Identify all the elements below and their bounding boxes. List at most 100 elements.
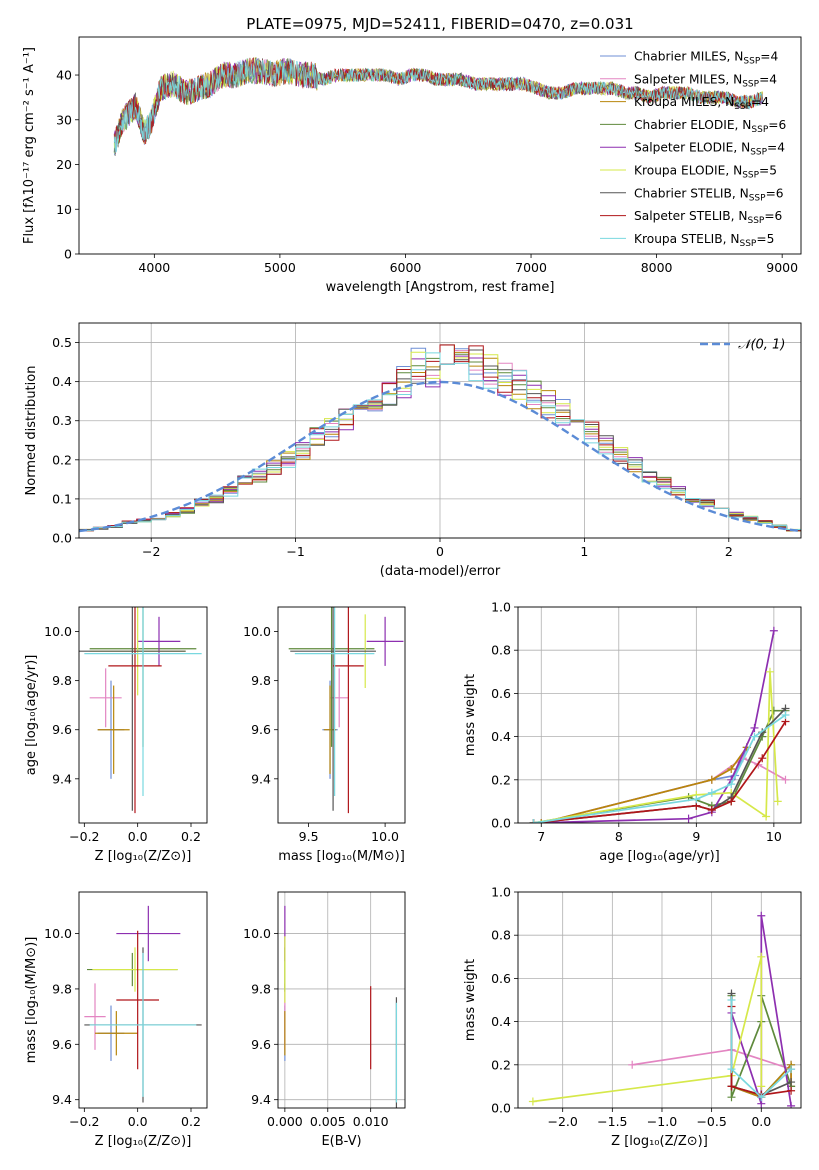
x-axis-label: E(B-V) bbox=[321, 1134, 361, 1149]
gaussian-curve bbox=[79, 380, 801, 533]
legend-sub: SSP bbox=[750, 148, 767, 158]
data-point-marker bbox=[727, 780, 736, 789]
x-tick-label: 7000 bbox=[515, 260, 547, 275]
x-tick-label: 9.5 bbox=[299, 829, 319, 844]
y-tick-label: 9.4 bbox=[251, 1092, 271, 1107]
x-tick-label: 0.0 bbox=[128, 1114, 148, 1129]
x-tick-label: 10 bbox=[766, 829, 782, 844]
data-point-marker bbox=[781, 711, 790, 719]
y-tick-label: 0.6 bbox=[491, 686, 511, 701]
y-tick-label: 0.0 bbox=[491, 1101, 511, 1116]
legend-name: Salpeter STELIB, N bbox=[634, 209, 747, 223]
axes-frame bbox=[78, 606, 208, 824]
legend-eq: =4 bbox=[751, 95, 769, 109]
y-tick-label: 40 bbox=[56, 68, 72, 83]
axes-age-vs-Z: −0.2 0.0 0.2 9.4 9.6 9.8 10.0 Z [log₁₀(Z/Z⊙)] ag… bbox=[24, 606, 208, 864]
data-point-marker bbox=[528, 1097, 537, 1106]
y-tick-label: 10.0 bbox=[243, 624, 271, 639]
y-tick-label: 9.4 bbox=[52, 1092, 72, 1107]
data-point-marker bbox=[727, 765, 736, 773]
axes-frame bbox=[277, 891, 406, 1109]
x-tick-label: 0.000 bbox=[267, 1114, 303, 1129]
x-axis-label: Z [log₁₀(Z/Z⊙)] bbox=[95, 1134, 192, 1149]
y-tick-label: 0.2 bbox=[491, 1057, 511, 1072]
x-tick-label: 8 bbox=[615, 829, 623, 844]
legend-name: Kroupa ELODIE, N bbox=[634, 164, 742, 178]
y-tick-label: 0.0 bbox=[52, 531, 72, 546]
x-axis-label: mass [log₁₀(M/M⊙)] bbox=[278, 849, 405, 864]
data-point-marker bbox=[757, 952, 766, 961]
y-tick-label: 0.2 bbox=[491, 772, 511, 787]
y-tick-label: 10.0 bbox=[44, 624, 72, 639]
y-tick-label: 0.5 bbox=[52, 335, 72, 350]
data-point-marker bbox=[787, 1078, 796, 1087]
mass-weight-line bbox=[533, 671, 779, 823]
y-tick-label: 0 bbox=[64, 247, 72, 262]
legend-name: Kroupa STELIB, N bbox=[634, 232, 740, 246]
data-point-marker bbox=[757, 1082, 766, 1091]
y-tick-label: 9.4 bbox=[251, 771, 271, 786]
x-tick-label: −0.2 bbox=[69, 1114, 99, 1129]
legend-sub: SSP bbox=[742, 171, 759, 181]
x-tick-label: 10.0 bbox=[371, 829, 399, 844]
x-tick-label: 0.010 bbox=[353, 1114, 389, 1129]
x-axis-label: Z [log₁₀(Z/Z⊙)] bbox=[611, 1134, 708, 1149]
x-tick-label: 0.005 bbox=[310, 1114, 346, 1129]
axes-frame bbox=[78, 891, 208, 1109]
data-point-marker bbox=[692, 795, 701, 804]
y-tick-label: 9.8 bbox=[52, 673, 72, 688]
plot-area bbox=[284, 905, 398, 1108]
y-tick-label: 9.8 bbox=[251, 673, 271, 688]
x-tick-label: 8000 bbox=[641, 260, 673, 275]
axes-mass-vs-Z: −0.2 0.0 0.2 9.4 9.6 9.8 10.0 Z [log₁₀(Z/Z⊙)] ma… bbox=[24, 891, 208, 1149]
axes-age-vs-mass: 9.5 10.0 9.4 9.6 9.8 10.0 mass [log₁₀(M/M⊙)] bbox=[243, 606, 406, 864]
mass-weight-line bbox=[731, 1062, 792, 1099]
data-point-marker bbox=[537, 819, 546, 823]
data-point-marker bbox=[762, 812, 771, 821]
data-point-marker bbox=[757, 1093, 766, 1102]
data-point-marker bbox=[781, 775, 790, 784]
legend-entry: Salpeter ELODIE, NSSP=4 bbox=[634, 141, 785, 158]
x-tick-label: 1 bbox=[580, 544, 588, 559]
legend-name: Chabrier ELODIE, N bbox=[634, 118, 751, 132]
y-tick-label: 10 bbox=[56, 202, 72, 217]
data-point-marker bbox=[707, 806, 716, 815]
y-tick-label: 0.8 bbox=[491, 643, 511, 658]
y-tick-label: 0.8 bbox=[491, 928, 511, 943]
chart-title: PLATE=0975, MJD=52411, FIBERID=0470, z=0… bbox=[246, 15, 633, 33]
data-point-marker bbox=[773, 797, 782, 806]
data-point-marker bbox=[787, 1086, 796, 1095]
x-tick-label: −2.0 bbox=[548, 1114, 578, 1129]
y-tick-label: 0.2 bbox=[52, 452, 72, 467]
mass-weight-line bbox=[533, 714, 786, 823]
legend-sub: SSP bbox=[740, 239, 757, 249]
x-tick-label: 0.0 bbox=[751, 1114, 771, 1129]
legend-sub: SSP bbox=[743, 57, 760, 67]
x-tick-label: −1 bbox=[286, 544, 304, 559]
x-tick-label: 6000 bbox=[390, 260, 422, 275]
mass-weight-line bbox=[541, 746, 748, 823]
legend-eq: =6 bbox=[764, 209, 782, 223]
y-axis-label: age [log₁₀(age/yr)] bbox=[24, 655, 39, 776]
x-tick-label: 9 bbox=[692, 829, 700, 844]
x-tick-label: 5000 bbox=[264, 260, 296, 275]
data-point-marker bbox=[757, 911, 766, 920]
legend-entry: Kroupa ELODIE, NSSP=5 bbox=[634, 164, 777, 181]
mass-weight-line bbox=[533, 630, 775, 823]
y-tick-label: 1.0 bbox=[491, 600, 511, 615]
x-axis-label: Z [log₁₀(Z/Z⊙)] bbox=[95, 849, 192, 864]
x-axis-label: wavelength [Angstrom, rest frame] bbox=[326, 280, 555, 295]
mass-weight-line bbox=[533, 709, 786, 823]
data-point-marker bbox=[750, 732, 759, 741]
data-point-marker bbox=[750, 723, 759, 732]
x-tick-label: 0.2 bbox=[181, 829, 201, 844]
axes-massweight-vs-Z: −2.0 −1.5 −1.0 −0.5 0.0 0.0 0.2 0.4 0.6 0.8 1.0 Z [… bbox=[463, 885, 802, 1149]
axes-spectrum: 4000 5000 6000 7000 8000 9000 0 10 20 30 40 wavelen… bbox=[22, 36, 802, 295]
legend-entry: Salpeter MILES, NSSP=4 bbox=[634, 72, 777, 89]
legend-entry: Kroupa STELIB, NSSP=5 bbox=[634, 232, 774, 249]
axes-frame bbox=[517, 606, 802, 824]
legend-sub: SSP bbox=[749, 193, 766, 203]
y-axis-label: Flux [fλ10⁻¹⁷ erg cm⁻² s⁻¹ A⁻¹] bbox=[22, 47, 37, 244]
legend-sub: SSP bbox=[734, 102, 751, 112]
legend-entry: Chabrier STELIB, NSSP=6 bbox=[634, 186, 784, 203]
